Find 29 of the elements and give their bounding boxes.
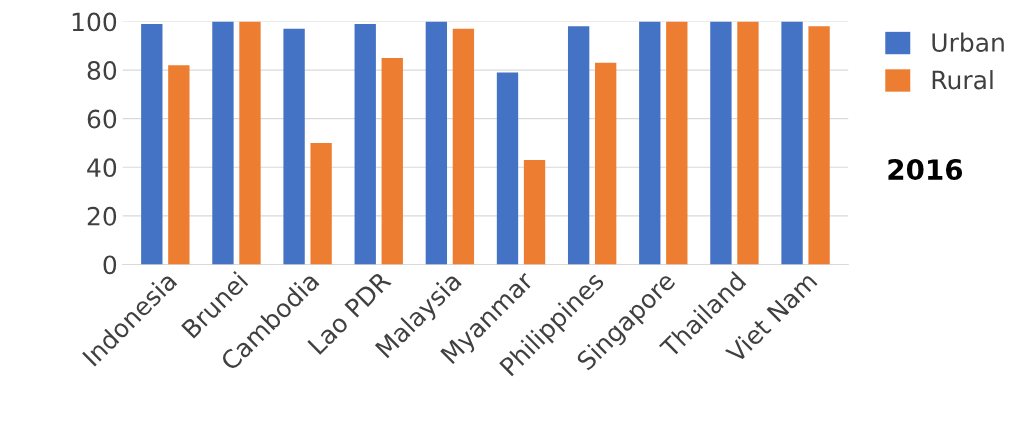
y-tick-label: 60 bbox=[87, 109, 117, 129]
bar bbox=[452, 28, 475, 265]
bar bbox=[737, 21, 759, 265]
bar bbox=[381, 57, 403, 265]
bar bbox=[283, 28, 305, 265]
bar bbox=[354, 23, 376, 265]
legend-label: Urban bbox=[932, 32, 1004, 52]
bar bbox=[710, 21, 732, 265]
bar bbox=[425, 21, 448, 265]
text: 2016 bbox=[888, 159, 963, 181]
bar bbox=[595, 62, 617, 265]
bar bbox=[496, 72, 519, 265]
y-tick-label: 80 bbox=[87, 61, 117, 80]
y-tick-label: 100 bbox=[72, 12, 117, 32]
bar bbox=[141, 23, 163, 265]
y-tick-label: 40 bbox=[87, 158, 117, 178]
bar bbox=[523, 159, 546, 265]
legend-label: Rural bbox=[932, 70, 993, 90]
y-tick-label: 20 bbox=[87, 206, 117, 226]
bar bbox=[567, 26, 590, 265]
bar bbox=[239, 21, 261, 265]
bar bbox=[781, 21, 803, 265]
bar bbox=[808, 26, 830, 265]
bar bbox=[639, 21, 661, 265]
bar bbox=[168, 65, 190, 265]
y-tick-label: 0 bbox=[103, 255, 117, 275]
bar bbox=[310, 142, 332, 265]
bar bbox=[666, 21, 688, 265]
bar bbox=[212, 21, 234, 265]
